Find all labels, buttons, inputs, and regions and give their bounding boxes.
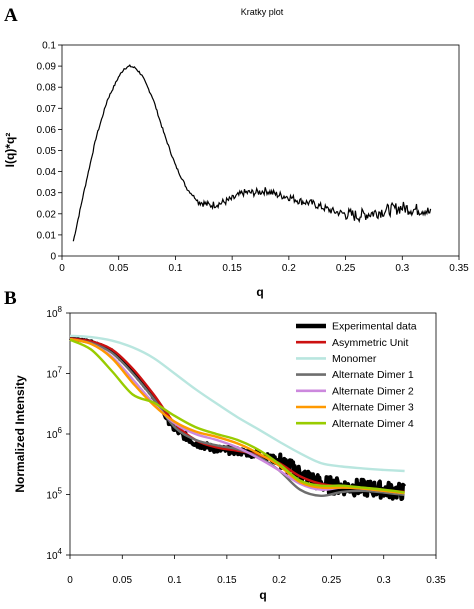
- panel-b-y-tick-exponent: 5: [58, 487, 63, 496]
- panel-a-y-tick-label: 0.07: [37, 104, 57, 115]
- legend-label-asymmetric-unit: Asymmetric Unit: [332, 337, 409, 349]
- panel-b-y-tick-label: 105: [46, 487, 62, 502]
- series-line-alternate-dimer-4: [69, 338, 405, 494]
- panel-b-y-tick-label: 108: [46, 305, 62, 320]
- panel-b-x-ticks: 0 0.05 0.1 0.15 0.2 0.25 0.3 0.35: [67, 555, 446, 586]
- panel-b-letter: B: [4, 288, 17, 309]
- panel-b-y-tick-exponent: 7: [58, 366, 63, 375]
- panel-a-x-axis-label: q: [256, 285, 263, 299]
- panel-a-kratky-curve: [72, 64, 432, 242]
- panel-b-y-tick-exponent: 6: [58, 426, 63, 435]
- panel-a-x-tick-label: 0.15: [222, 263, 242, 274]
- panel-b-y-tick-label: 106: [46, 426, 62, 441]
- panel-a-letter: A: [4, 5, 18, 26]
- panel-b-x-tick-label: 0: [67, 575, 73, 586]
- panel-b-y-tick-base: 10: [46, 430, 58, 441]
- panel-a: A Kratky plot 0 0.05 0.1 0.15 0.2 0.25 0.3 0.35…: [3, 5, 469, 299]
- panel-a-x-tick-label: 0.25: [336, 263, 356, 274]
- panel-b-x-tick-label: 0.15: [217, 575, 237, 586]
- panel-a-x-tick-label: 0.05: [109, 263, 129, 274]
- panel-a-x-tick-label: 0.1: [168, 263, 182, 274]
- legend-label-experimental-data: Experimental data: [332, 321, 417, 333]
- legend-label-alternate-dimer-2: Alternate Dimer 2: [332, 385, 414, 397]
- panel-a-y-tick-label: 0.04: [37, 167, 57, 178]
- panel-b-y-tick-exponent: 4: [58, 547, 63, 556]
- legend-label-alternate-dimer-1: Alternate Dimer 1: [332, 369, 414, 381]
- panel-b-y-tick-base: 10: [46, 491, 58, 502]
- panel-a-y-tick-label: 0: [50, 252, 56, 263]
- panel-a-x-tick-label: 0.3: [395, 263, 409, 274]
- panel-b-x-tick-label: 0.1: [168, 575, 182, 586]
- panel-b-x-tick-label: 0.3: [377, 575, 391, 586]
- panel-a-y-tick-label: 0.09: [37, 62, 57, 73]
- panel-a-plot-frame: [61, 44, 460, 257]
- panel-a-y-tick-label: 0.01: [37, 230, 57, 241]
- panel-a-y-tick-label: 0.1: [42, 41, 56, 52]
- panel-a-x-tick-label: 0: [59, 263, 65, 274]
- legend-label-monomer: Monomer: [332, 353, 377, 365]
- panel-a-y-ticks: 0 0.01 0.02 0.03 0.04 0.05 0.06 0.07 0.08 0.09 0.1: [37, 41, 62, 263]
- panel-a-title: Kratky plot: [241, 7, 284, 17]
- panel-b-x-tick-label: 0.2: [272, 575, 286, 586]
- series-line-alternate-dimer-1: [69, 337, 405, 498]
- panel-a-y-axis-label: I(q)*q²: [3, 133, 17, 168]
- panel-b-y-tick-base: 10: [46, 309, 58, 320]
- panel-b-legend: Experimental data Asymmetric Unit Monomer A…: [296, 321, 417, 430]
- legend-label-alternate-dimer-4: Alternate Dimer 4: [332, 418, 414, 430]
- panel-b: B 0 0.05 0.1 0.15 0.2 0.25 0.3 0.35 10410510610…: [4, 288, 446, 602]
- panel-a-y-tick-label: 0.05: [37, 146, 57, 157]
- panel-a-x-tick-label: 0.2: [282, 263, 296, 274]
- panel-a-x-ticks: 0 0.05 0.1 0.15 0.2 0.25 0.3 0.35: [59, 256, 469, 274]
- panel-b-plot-frame: [69, 312, 437, 556]
- panel-b-x-tick-label: 0.35: [426, 575, 446, 586]
- panel-b-y-axis-label: Normalized Intensity: [13, 375, 27, 493]
- panel-a-y-tick-label: 0.03: [37, 188, 57, 199]
- panel-a-y-tick-label: 0.08: [37, 83, 57, 94]
- panel-b-y-tick-label: 107: [46, 366, 62, 381]
- panel-b-y-tick-base: 10: [46, 551, 58, 562]
- legend-label-alternate-dimer-3: Alternate Dimer 3: [332, 402, 414, 414]
- panel-b-y-tick-label: 104: [46, 547, 62, 562]
- panel-a-y-tick-label: 0.02: [37, 209, 57, 220]
- panel-b-y-tick-exponent: 8: [58, 305, 63, 314]
- panel-b-x-tick-label: 0.05: [113, 575, 133, 586]
- panel-b-x-tick-label: 0.25: [322, 575, 342, 586]
- panel-b-series: [68, 334, 407, 501]
- panel-b-y-tick-base: 10: [46, 370, 58, 381]
- series-line-alternate-dimer-3: [69, 337, 405, 495]
- panel-a-x-tick-label: 0.35: [449, 263, 469, 274]
- series-line-monomer: [69, 334, 405, 473]
- panel-b-x-axis-label: q: [259, 588, 266, 602]
- panel-a-y-tick-label: 0.06: [37, 125, 57, 136]
